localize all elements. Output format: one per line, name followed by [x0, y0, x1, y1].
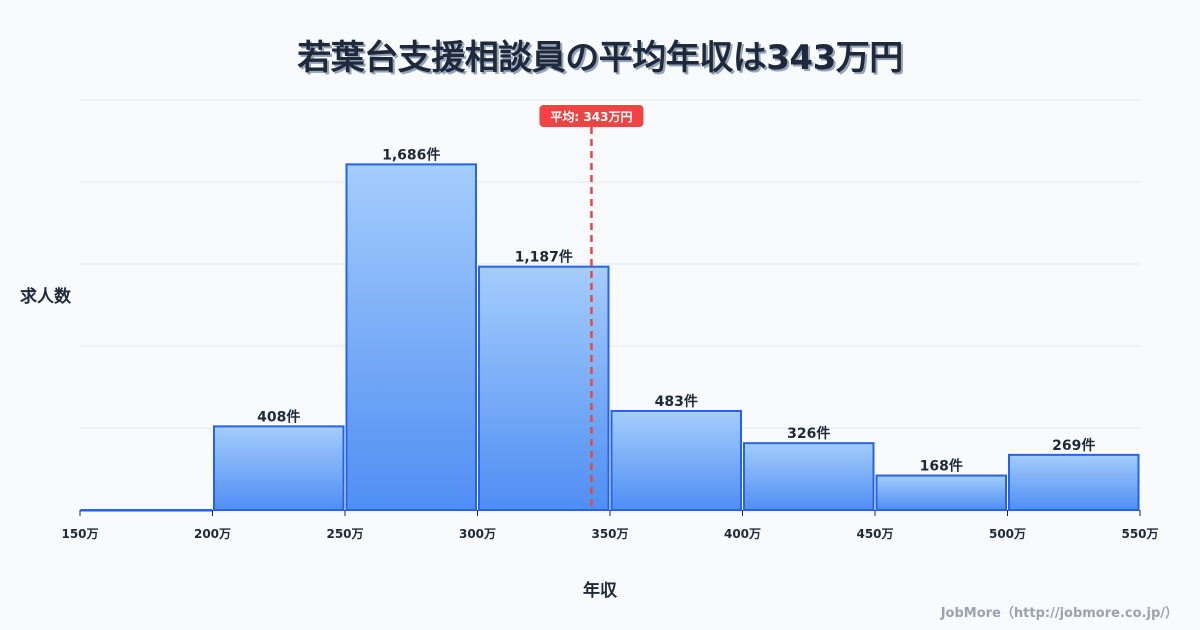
gridlines	[80, 99, 1140, 429]
x-tick-label: 250万	[326, 527, 363, 541]
x-tick-label: 350万	[591, 527, 628, 541]
bar-value-label: 269件	[1052, 437, 1095, 454]
histogram-bar	[345, 163, 477, 511]
histogram-bar	[743, 442, 875, 512]
mean-badge-label: 平均: 343万円	[550, 109, 632, 124]
histogram-bar	[478, 265, 610, 512]
x-tick-label: 500万	[989, 527, 1026, 541]
bar-value-label: 1,187件	[515, 249, 573, 266]
histogram-bar	[875, 474, 1007, 511]
x-tick-label: 550万	[1121, 527, 1158, 541]
x-tick-label: 300万	[459, 527, 496, 541]
mean-marker: 平均: 343万円	[539, 105, 644, 510]
histogram-bar	[213, 425, 345, 511]
x-tick-label: 150万	[61, 527, 98, 541]
chart-title: 若葉台支援相談員の平均年収は343万円	[297, 38, 903, 78]
x-axis-ticks: 150万 200万 250万 300万 350万 400万 450万 500万 550万	[61, 510, 1159, 541]
x-tick-label: 400万	[724, 527, 761, 541]
bar-value-label: 326件	[787, 425, 830, 442]
x-axis-label: 年収	[583, 581, 617, 601]
bar-value-label: 408件	[257, 408, 300, 425]
bar-value-label: 168件	[920, 458, 963, 475]
bar-value-label: 483件	[655, 393, 698, 410]
y-axis-label: 求人数	[20, 287, 71, 307]
source-credit: JobMore（http://jobmore.co.jp/）	[940, 606, 1178, 621]
histogram-bar	[1008, 453, 1140, 512]
histogram-bar	[610, 409, 742, 511]
x-tick-label: 200万	[194, 527, 231, 541]
x-tick-label: 450万	[856, 527, 893, 541]
bar-value-label: 1,686件	[382, 146, 440, 163]
bars: 408件 1,686件 1,187件 483件 326件 168件 269件	[80, 146, 1140, 512]
histogram-bar	[80, 509, 212, 512]
mean-badge	[539, 105, 644, 127]
